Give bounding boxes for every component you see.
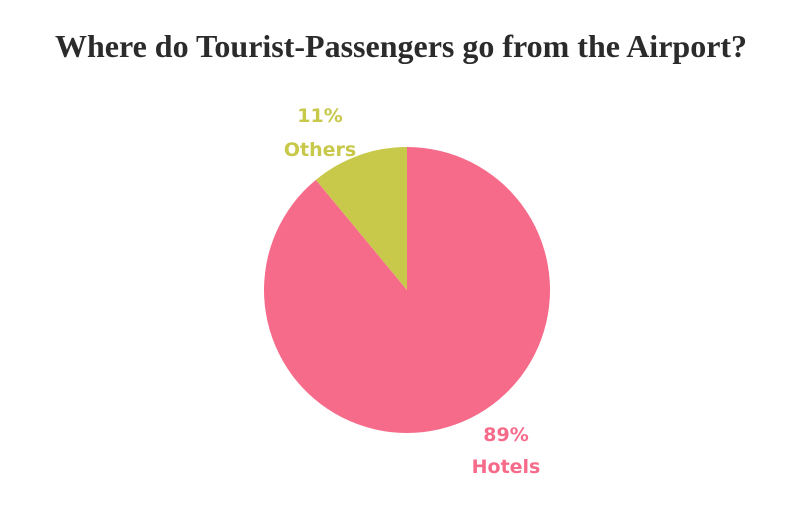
pie-slices: [264, 147, 551, 433]
slice-category-label-others: Others: [284, 139, 356, 161]
slice-category-label-hotels: Hotels: [472, 456, 541, 478]
slice-value-label-hotels: 89%: [483, 424, 528, 446]
pie-labels: 89% Hotels 11% Others: [284, 105, 541, 478]
chart-title: Where do Tourist-Passengers go from the …: [54, 28, 748, 64]
slice-value-label-others: 11%: [297, 105, 342, 127]
pie-slice-others: [315, 147, 407, 290]
pie-slice-hotels: [264, 147, 551, 433]
